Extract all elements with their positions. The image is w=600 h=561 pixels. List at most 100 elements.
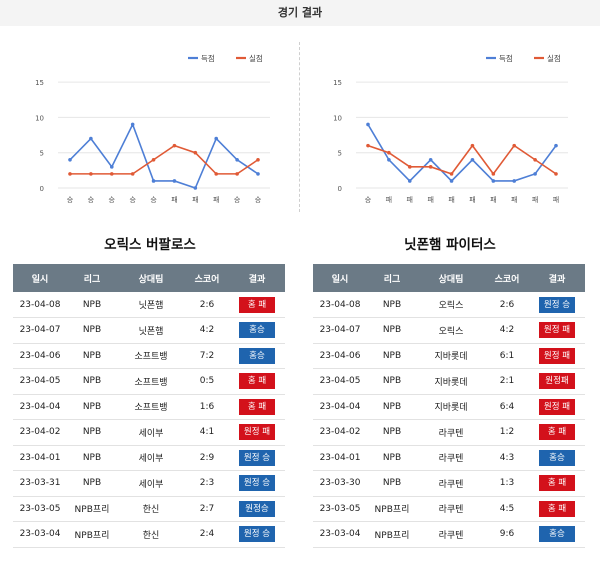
- data-point: [533, 172, 537, 176]
- x-tick-label: 승: [150, 196, 157, 204]
- cell-opponent: 세이부: [117, 445, 185, 471]
- x-tick-label: 승: [365, 196, 372, 204]
- x-tick-label: 패: [407, 195, 413, 204]
- result-badge: 원정 패: [539, 347, 575, 364]
- table-row: 23-04-02 NPB 라쿠텐 1:2 홈 패: [313, 419, 585, 446]
- cell-league: NPB: [67, 292, 117, 318]
- data-point: [470, 143, 475, 148]
- cell-date: 23-04-07: [313, 317, 367, 344]
- cell-opponent: 지바롯데: [417, 368, 485, 395]
- x-tick-label: 패: [192, 195, 198, 204]
- cell-score: 0:5: [185, 368, 229, 395]
- data-point: [193, 150, 198, 155]
- team1-chart: 0 5 10 15 승 승 승 승 승 패 패 패 승 승 득점 실점: [12, 44, 298, 214]
- x-tick-label: 패: [427, 195, 433, 204]
- cell-opponent: 닛폰햄: [117, 317, 185, 344]
- cell-score: 2:3: [185, 470, 229, 497]
- data-point: [89, 172, 93, 176]
- cell-opponent: 한신: [117, 496, 185, 522]
- table-row: 23-04-02 NPB 세이부 4:1 원정 패: [13, 419, 285, 446]
- team1-name: 오릭스 버팔로스: [104, 237, 196, 253]
- data-point: [554, 143, 558, 148]
- x-tick-label: 승: [234, 196, 241, 204]
- cell-result: 홈승: [229, 343, 285, 369]
- cell-date: 23-03-31: [13, 470, 67, 497]
- cell-league: NPB: [67, 343, 117, 369]
- data-point: [172, 143, 177, 148]
- data-point: [449, 179, 454, 183]
- table-row: 23-04-08 NPB 오릭스 2:6 원정 승: [313, 292, 585, 318]
- table-header-row: 일시 리그 상대팀 스코어 결과: [313, 264, 585, 292]
- cell-score: 2:1: [485, 368, 529, 395]
- col-league: 리그: [67, 264, 117, 292]
- cell-score: 4:1: [185, 419, 229, 446]
- x-tick-label: 패: [469, 195, 475, 204]
- cell-date: 23-04-06: [13, 343, 67, 369]
- table-row: 23-04-01 NPB 라쿠텐 4:3 홈승: [313, 445, 585, 471]
- cell-result: 홈승: [529, 445, 585, 471]
- cell-opponent: 라쿠텐: [417, 445, 485, 471]
- cell-date: 23-04-01: [313, 445, 367, 471]
- cell-opponent: 소프트뱅: [117, 368, 185, 395]
- cell-result: 원정 패: [529, 394, 585, 420]
- cell-result: 홈승: [229, 317, 285, 344]
- data-point: [366, 122, 370, 127]
- cell-date: 23-04-05: [313, 368, 367, 395]
- data-point: [89, 136, 93, 141]
- cell-league: NPB: [67, 470, 117, 497]
- result-badge: 홈 패: [539, 424, 575, 441]
- result-badge: 원정승: [239, 500, 275, 517]
- cell-date: 23-04-01: [13, 445, 67, 471]
- cell-date: 23-04-06: [313, 343, 367, 369]
- result-badge: 홈승: [539, 526, 575, 543]
- cell-score: 2:6: [185, 292, 229, 318]
- result-badge: 홈승: [239, 347, 275, 364]
- data-point: [130, 122, 135, 127]
- data-point: [172, 179, 177, 183]
- x-tick-label: 패: [448, 195, 454, 204]
- x-tick-label: 승: [255, 196, 262, 204]
- data-point: [512, 179, 517, 183]
- data-point: [554, 172, 558, 176]
- table-row: 23-03-05 NPB프리 라쿠텐 4:5 홈 패: [313, 496, 585, 522]
- col-date: 일시: [313, 264, 367, 292]
- result-badge: 원정 패: [239, 424, 275, 441]
- y-tick-label: 10: [333, 114, 342, 122]
- x-tick-label: 승: [67, 196, 74, 204]
- cell-score: 2:4: [185, 521, 229, 548]
- cell-opponent: 세이부: [117, 470, 185, 497]
- result-badge: 원정 패: [539, 322, 575, 339]
- col-score: 스코어: [185, 264, 229, 292]
- data-point: [428, 165, 433, 169]
- cell-opponent: 라쿠텐: [417, 419, 485, 446]
- table-row: 23-04-05 NPB 지바롯데 2:1 원정패: [313, 368, 585, 395]
- series-line-conceded: [70, 144, 259, 175]
- cell-league: NPB프리: [367, 521, 417, 548]
- cell-score: 9:6: [485, 521, 529, 548]
- cell-league: NPB: [67, 445, 117, 471]
- team1-results-table: 일시 리그 상대팀 스코어 결과 23-04-08 NPB 닛폰햄 2:6 홈 패 23-…: [13, 264, 285, 548]
- cell-league: NPB프리: [367, 496, 417, 522]
- cell-opponent: 소프트뱅: [117, 343, 185, 369]
- x-tick-label: 패: [213, 195, 219, 204]
- y-tick-label: 0: [338, 185, 342, 193]
- cell-score: 2:9: [185, 445, 229, 471]
- y-tick-label: 15: [35, 79, 44, 87]
- table-header-row: 일시 리그 상대팀 스코어 결과: [13, 264, 285, 292]
- cell-opponent: 지바롯데: [417, 394, 485, 420]
- series-line-score: [69, 122, 259, 189]
- result-badge: 원정 승: [239, 475, 275, 492]
- x-tick-label: 패: [490, 195, 496, 204]
- y-tick-label: 10: [35, 114, 44, 122]
- cell-opponent: 세이부: [117, 419, 185, 446]
- table-row: 23-03-05 NPB프리 한신 2:7 원정승: [13, 496, 285, 522]
- result-badge: 홈승: [539, 449, 575, 466]
- result-badge: 원정 승: [239, 449, 275, 466]
- data-point: [109, 165, 114, 169]
- cell-league: NPB프리: [67, 521, 117, 548]
- data-point: [235, 157, 239, 162]
- data-point: [491, 179, 496, 183]
- x-tick-label: 패: [171, 195, 177, 204]
- data-point: [193, 186, 198, 190]
- result-badge: 홈 패: [539, 475, 575, 492]
